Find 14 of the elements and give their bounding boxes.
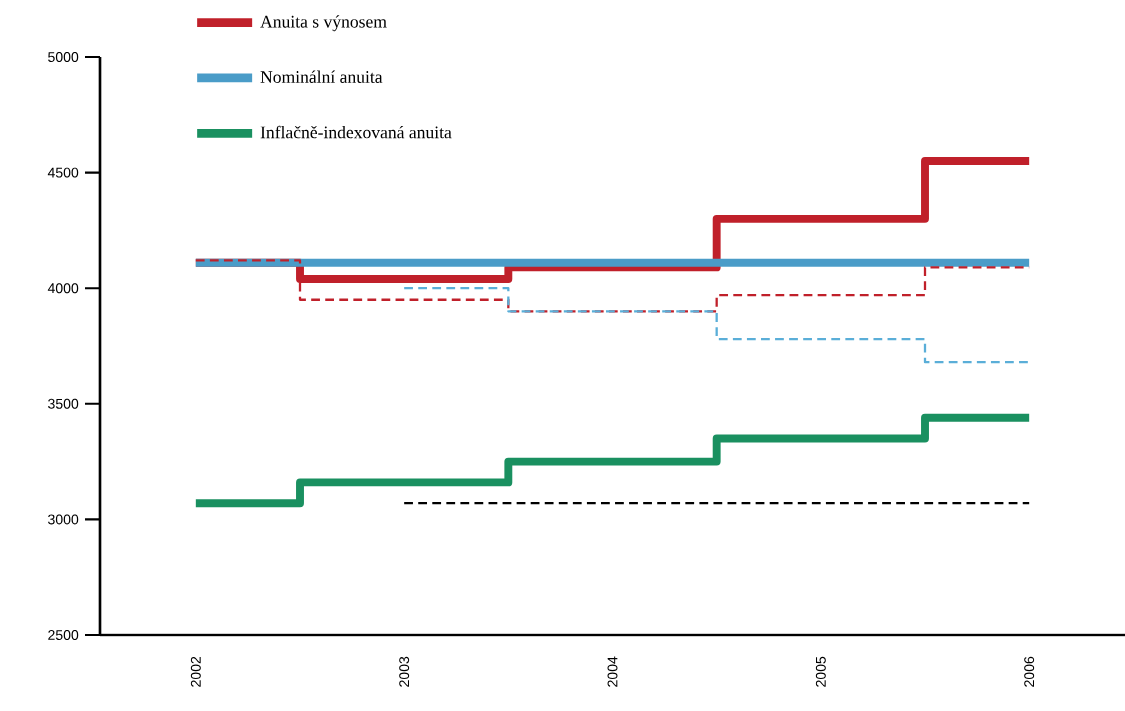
y-tick-label: 4000: [47, 283, 79, 294]
y-tick-label: 4500: [47, 167, 79, 178]
x-tick-label: 2005: [815, 656, 826, 687]
x-tick-label: 2004: [607, 656, 618, 687]
y-tick-label: 3500: [48, 398, 79, 409]
x-tick-label: 2003: [399, 656, 410, 687]
y-tick-label: 5000: [48, 52, 79, 62]
legend-label: Inflačně-indexovaná anuita: [260, 125, 452, 139]
x-tick-label: 2006: [1024, 656, 1035, 687]
legend-label: Nominální anuita: [260, 70, 383, 83]
y-tick-label: 2500: [48, 630, 79, 640]
legend-label: Anuita s výnosem: [260, 15, 387, 32]
y-tick-label: 3000: [48, 514, 79, 525]
x-tick-label: 2002: [190, 656, 201, 687]
